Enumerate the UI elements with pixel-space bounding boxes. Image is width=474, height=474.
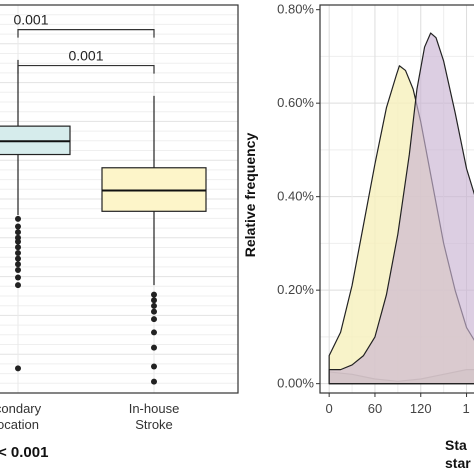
outlier-point: [15, 274, 21, 281]
outlier-point: [15, 215, 21, 222]
p-value-footnote: < 0.001: [0, 444, 49, 461]
outlier-point: [15, 282, 21, 289]
y-tick-label: 0.00%: [277, 376, 314, 391]
outlier-point: [15, 249, 21, 256]
x-axis-title-line: Sta: [445, 437, 467, 453]
category-label-line: ocation: [0, 417, 39, 432]
x-axis-title: Sta star: [445, 436, 471, 472]
outlier-point: [15, 238, 21, 245]
x-tick-label: 120: [410, 401, 432, 416]
y-tick-label: 0.60%: [277, 95, 314, 110]
boxplot-category-axis: condary ocation In-house Stroke: [0, 401, 240, 441]
category-label-in-house-stroke: In-house Stroke: [129, 401, 180, 433]
significance-label: 0.001: [13, 12, 48, 28]
outlier-point: [151, 302, 157, 309]
plot-border: [0, 4, 239, 394]
category-label-line: condary: [0, 401, 42, 416]
x-axis-title-line: star: [445, 455, 471, 471]
outlier-point: [151, 291, 157, 298]
y-axis-title: Relative frequency: [242, 132, 258, 258]
category-label-line: In-house: [128, 401, 180, 416]
density-panel: 0.00% 0.20% 0.40% 0.60% 0.80% 0 60 120 1: [277, 2, 474, 416]
significance-label: 0.001: [68, 48, 103, 64]
outlier-point: [15, 261, 21, 268]
outlier-point: [151, 316, 157, 323]
x-tick-label: 60: [368, 401, 382, 416]
outlier-point: [151, 363, 157, 370]
outlier-point: [151, 308, 157, 315]
outlier-point: [15, 244, 21, 251]
outlier-point: [15, 223, 21, 230]
x-tick-label: 1: [463, 401, 470, 416]
outlier-point: [151, 297, 157, 304]
outlier-point: [15, 266, 21, 273]
outlier-point: [15, 255, 21, 262]
boxplot-panel: 0.001 0.001: [0, 4, 239, 394]
outlier-point: [15, 229, 21, 236]
plot-border: [319, 4, 474, 394]
outlier-point: [151, 378, 157, 385]
significance-bracket: [17, 64, 155, 74]
outlier-point: [151, 329, 157, 336]
outlier-point: [151, 344, 157, 351]
category-label-secondary-location: condary ocation: [0, 401, 41, 433]
y-tick-label: 0.40%: [277, 189, 314, 204]
y-tick-label: 0.20%: [277, 282, 314, 297]
y-tick-label: 0.80%: [277, 2, 314, 17]
outlier-point: [15, 365, 21, 372]
category-label-line: Stroke: [135, 417, 173, 432]
significance-bracket: [17, 29, 155, 38]
density-area: [328, 32, 474, 385]
x-tick-label: 0: [326, 401, 333, 416]
